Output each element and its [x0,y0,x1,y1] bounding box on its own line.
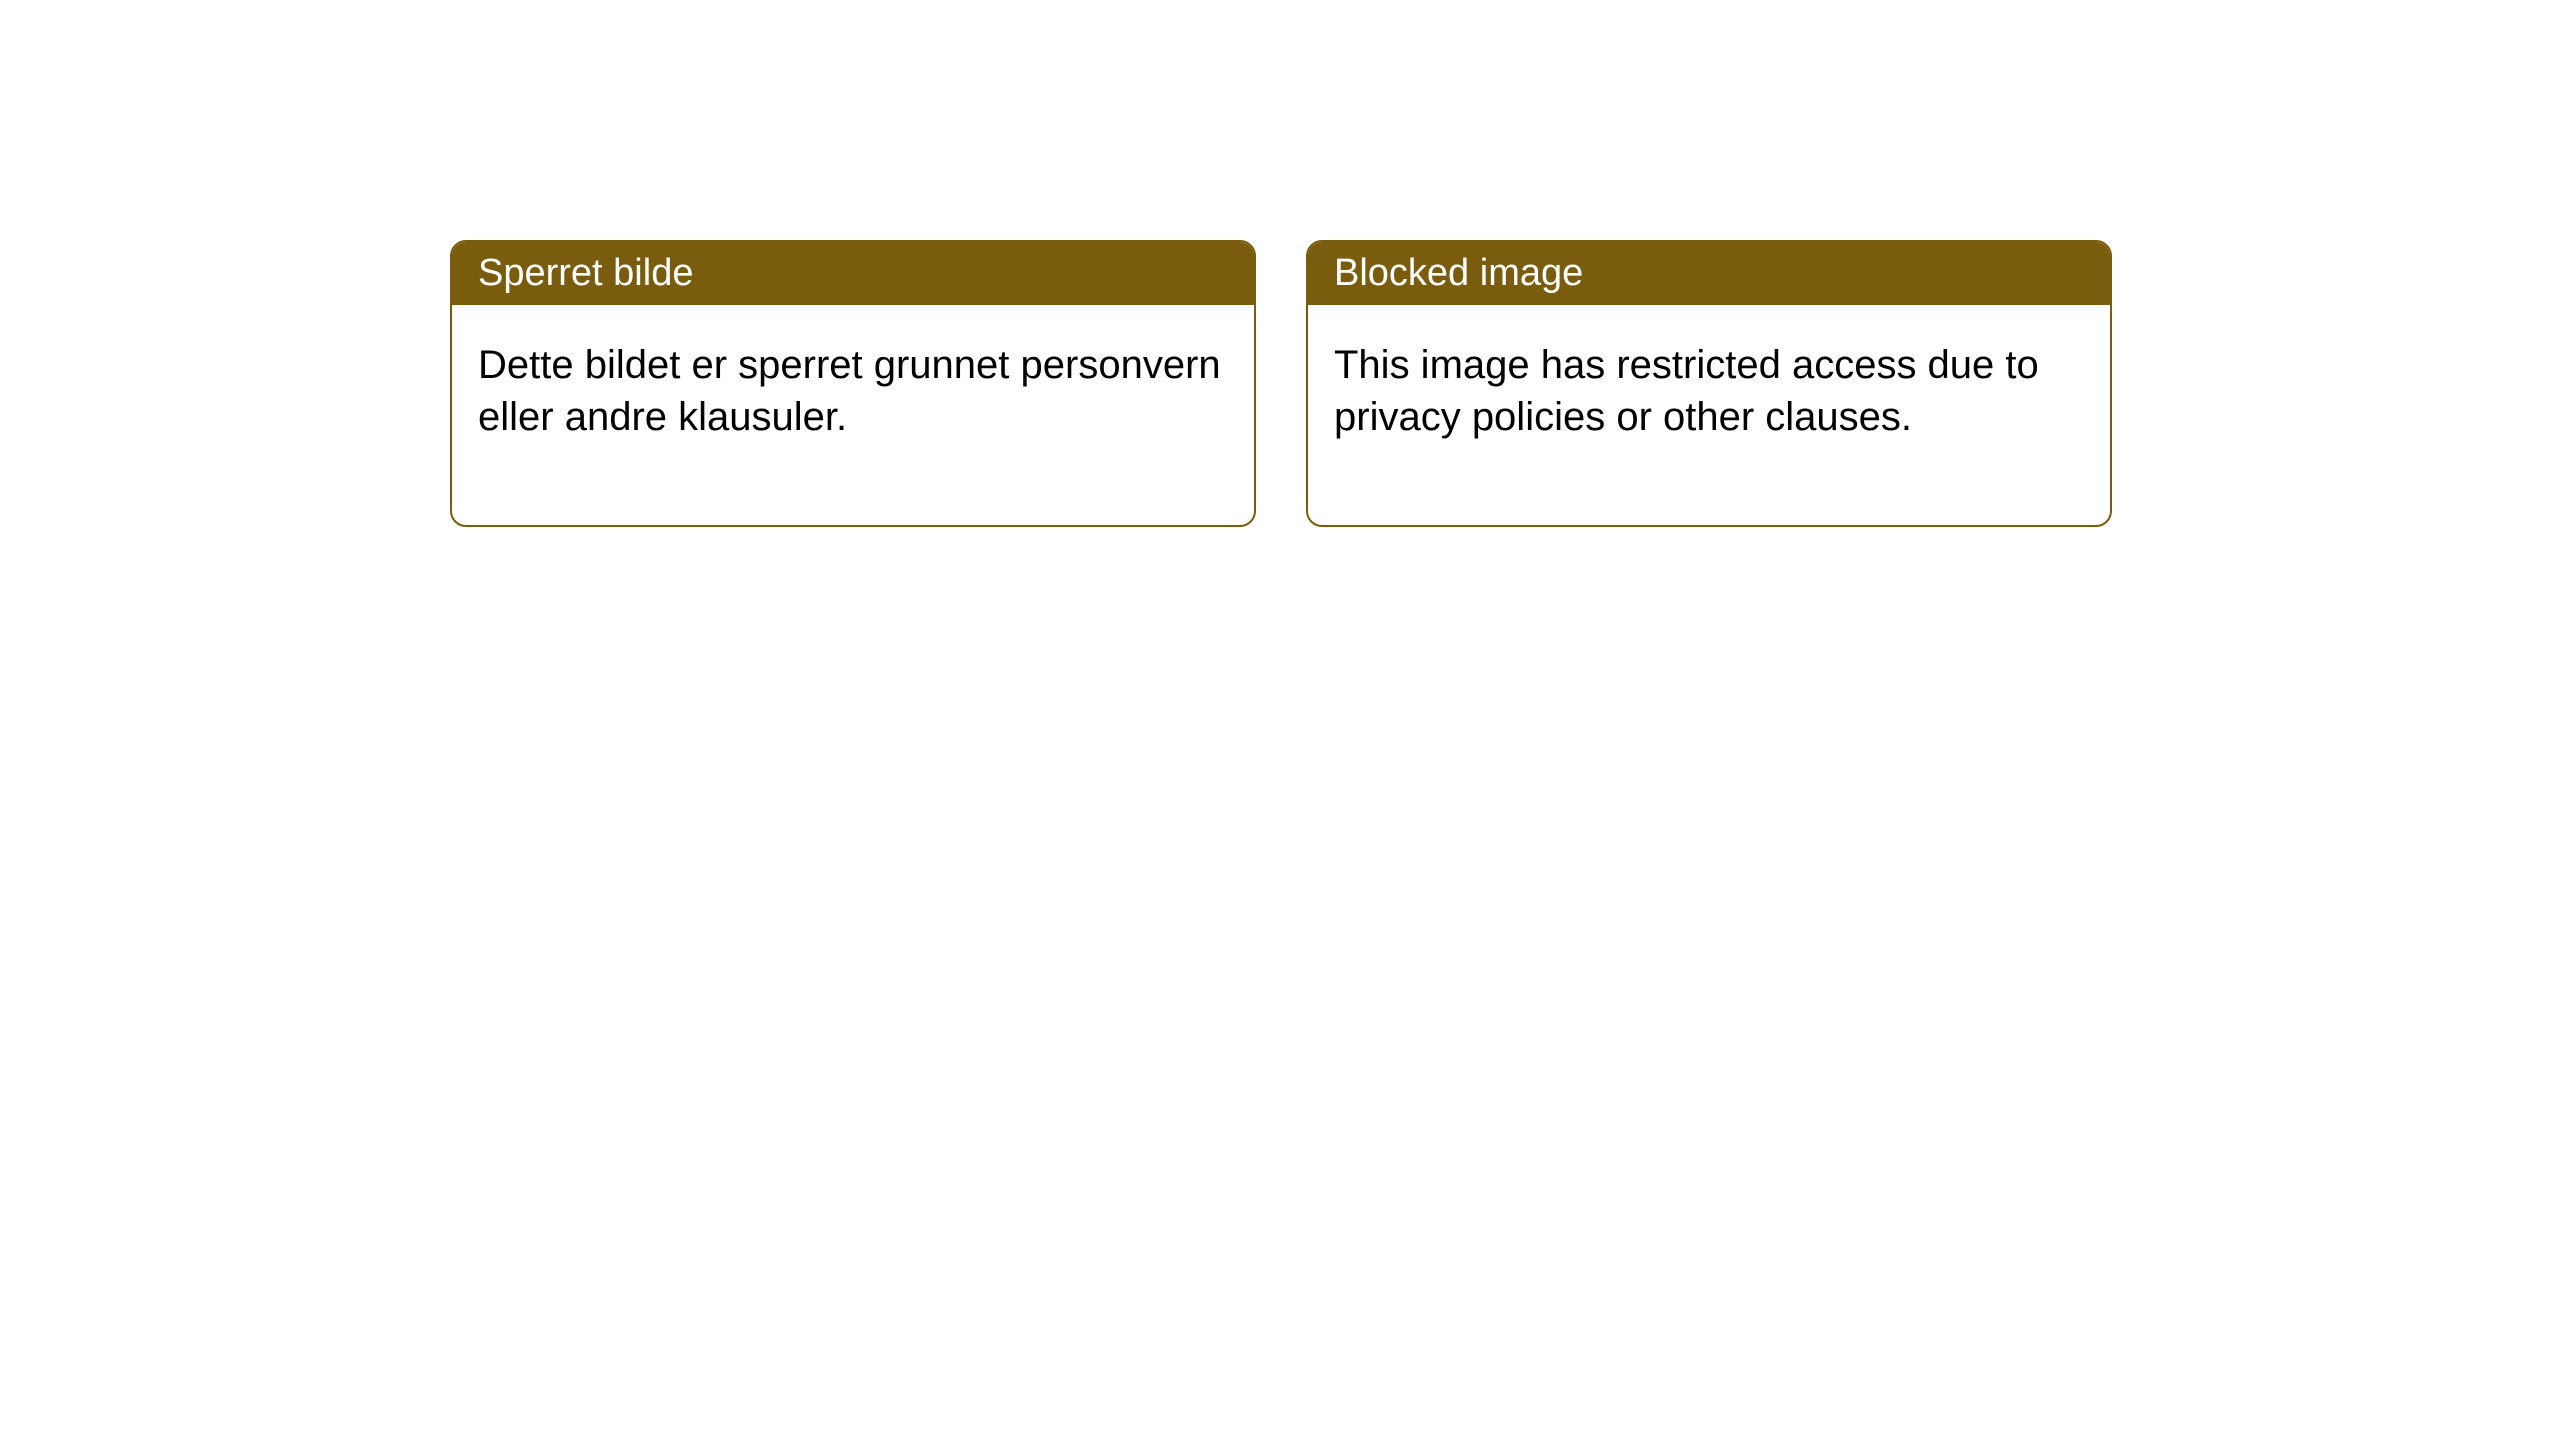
notice-title-english: Blocked image [1308,242,2110,305]
notice-container: Sperret bilde Dette bildet er sperret gr… [0,0,2560,527]
notice-card-norwegian: Sperret bilde Dette bildet er sperret gr… [450,240,1256,527]
notice-body-norwegian: Dette bildet er sperret grunnet personve… [452,305,1254,525]
notice-title-norwegian: Sperret bilde [452,242,1254,305]
notice-body-english: This image has restricted access due to … [1308,305,2110,525]
notice-card-english: Blocked image This image has restricted … [1306,240,2112,527]
